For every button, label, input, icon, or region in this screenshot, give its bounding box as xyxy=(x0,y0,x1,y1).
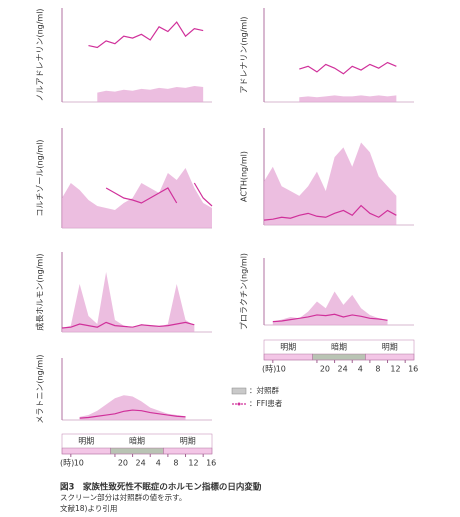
period-label: 明期 xyxy=(78,437,94,446)
control-area xyxy=(299,95,397,102)
caption-source: 文献18)より引用 xyxy=(60,503,117,513)
period-bar xyxy=(163,447,213,455)
patient-line xyxy=(299,61,397,75)
y-axis-label: ACTH(ng/ml) xyxy=(240,151,249,202)
patient-line xyxy=(193,182,213,207)
period-frame xyxy=(263,339,415,361)
x-tick-label: 8 xyxy=(173,459,178,468)
control-area xyxy=(62,272,195,332)
x-tick-label: 8 xyxy=(375,365,380,374)
x-tick-label: 10 xyxy=(74,459,84,468)
period-frame xyxy=(61,433,213,455)
x-tick-label: 20 xyxy=(118,459,128,468)
y-axis-label: アドレナリン(ng/ml) xyxy=(240,16,249,93)
period-bar xyxy=(263,353,313,361)
x-tick-label: 10 xyxy=(276,365,286,374)
period-bar xyxy=(61,447,111,455)
control-area xyxy=(272,291,388,325)
legend-label: ：FFI患者 xyxy=(249,398,283,408)
time-unit: (時) xyxy=(262,365,276,374)
period-label: 明期 xyxy=(280,343,296,352)
patient-line xyxy=(263,204,397,221)
control-area xyxy=(97,86,204,102)
period-bar xyxy=(312,353,366,361)
x-tick-label: 20 xyxy=(320,365,330,374)
time-unit: (時) xyxy=(60,459,74,468)
patient-line xyxy=(272,313,388,323)
x-tick-label: 16 xyxy=(206,459,216,468)
x-tick-label: 4 xyxy=(156,459,161,468)
y-axis-label: 成長ホルモン(ng/ml) xyxy=(35,253,45,330)
x-tick-label: 4 xyxy=(358,365,363,374)
period-label: 暗期 xyxy=(129,436,145,446)
caption-title: 図3 家族性致死性不眠症のホルモン指標の日内変動 xyxy=(60,482,262,493)
period-bar xyxy=(110,447,164,455)
control-area xyxy=(264,142,397,225)
period-label: 明期 xyxy=(382,343,398,352)
x-tick-label: 16 xyxy=(408,365,418,374)
x-tick-label: 12 xyxy=(390,365,400,374)
period-label: 明期 xyxy=(180,437,196,446)
y-axis-label: ノルアドレナリン(ng/ml) xyxy=(36,8,45,101)
x-tick-label: 24 xyxy=(337,365,347,374)
y-axis-label: コルチゾール(ng/ml) xyxy=(36,139,45,216)
control-area xyxy=(62,168,212,228)
patient-line xyxy=(61,321,195,329)
caption-note: スクリーン部分は対照群の値を示す。 xyxy=(60,492,186,502)
y-axis-label: メラトニン(ng/ml) xyxy=(36,354,45,423)
x-tick-label: 12 xyxy=(188,459,198,468)
period-label: 暗期 xyxy=(331,342,347,352)
y-axis-label: プロラクチン(ng/ml) xyxy=(240,253,249,330)
patient-line xyxy=(88,21,204,49)
period-bar xyxy=(365,353,415,361)
patient-line xyxy=(79,409,186,419)
x-tick-label: 24 xyxy=(135,459,145,468)
legend-dot xyxy=(237,402,241,406)
legend-label: ：対照群 xyxy=(249,385,279,395)
legend-swatch xyxy=(231,387,247,395)
patient-line xyxy=(105,187,178,204)
